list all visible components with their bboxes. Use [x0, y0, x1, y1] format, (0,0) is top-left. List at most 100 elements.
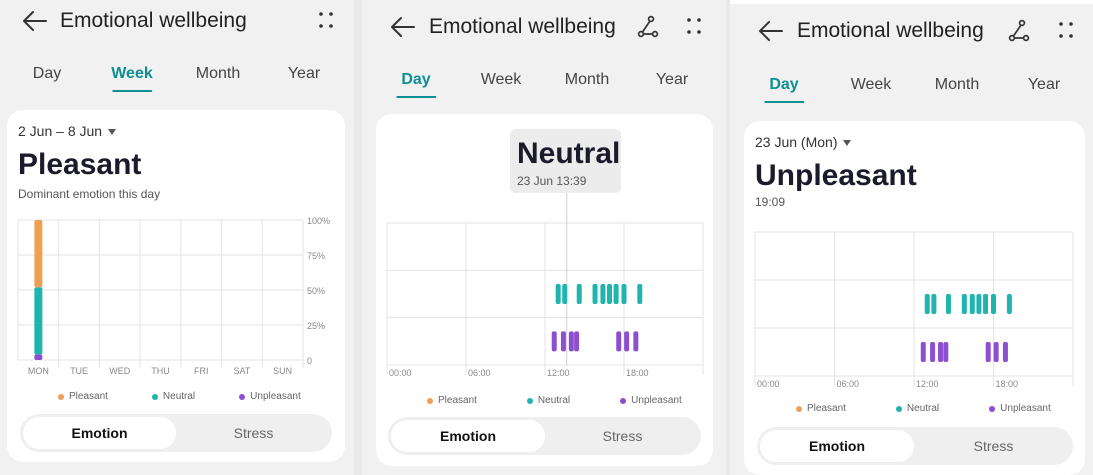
- mark-neutral[interactable]: [924, 294, 930, 314]
- x-tick-label: 18:00: [626, 368, 649, 378]
- bar-pleasant[interactable]: [34, 220, 43, 288]
- emotion-toggle-button[interactable]: Emotion: [760, 430, 914, 462]
- mark-unpleasant[interactable]: [633, 331, 639, 352]
- tab-day[interactable]: Day: [769, 76, 799, 93]
- tab-day[interactable]: Day: [401, 71, 431, 88]
- mark-unpleasant[interactable]: [560, 331, 566, 352]
- stress-toggle-button[interactable]: Stress: [602, 428, 643, 444]
- legend-label: Unpleasant: [631, 395, 682, 406]
- week-emotion-chart: 100% 75% 50% 25% 0 MON TUE WED THU FRI SAT SUN: [17, 210, 336, 380]
- legend-label: Pleasant: [807, 403, 846, 414]
- more-dots-icon[interactable]: [314, 9, 338, 33]
- mark-unpleasant[interactable]: [985, 342, 991, 362]
- legend-label: Neutral: [906, 403, 940, 414]
- chart-legend: Pleasant Neutral Unpleasant: [58, 391, 301, 402]
- legend-label: Unpleasant: [1000, 403, 1051, 414]
- chevron-down-icon: [108, 129, 117, 136]
- emotion-time: 19:09: [755, 195, 786, 209]
- legend-neutral: Neutral: [895, 403, 940, 414]
- emotion-card: 23 Jun (Mon) Unpleasant 19:09 00:00 06:00…: [744, 121, 1085, 475]
- arrow-left-icon[interactable]: [390, 16, 416, 38]
- legend-label: Neutral: [537, 395, 571, 406]
- emotion-card: 2 Jun – 8 Jun Pleasant Dominant emotion …: [7, 110, 345, 462]
- mark-neutral[interactable]: [931, 294, 937, 314]
- header: Emotional wellbeing: [730, 11, 1093, 51]
- x-tick-label: TUE: [70, 366, 88, 376]
- tab-year[interactable]: Year: [1027, 76, 1061, 93]
- tab-week[interactable]: Week: [111, 65, 153, 82]
- tab-month[interactable]: Month: [564, 71, 610, 88]
- x-tick-label: 18:00: [996, 379, 1019, 389]
- mark-unpleasant[interactable]: [993, 342, 999, 362]
- mark-neutral[interactable]: [969, 294, 975, 314]
- share-nodes-icon[interactable]: [1007, 19, 1031, 43]
- mark-neutral[interactable]: [607, 284, 613, 304]
- date-selector[interactable]: 23 Jun (Mon): [755, 134, 852, 150]
- tab-month[interactable]: Month: [195, 65, 241, 82]
- arrow-left-icon[interactable]: [22, 10, 48, 32]
- emotion-subtitle: Dominant emotion this day: [18, 187, 161, 201]
- bar-neutral[interactable]: [34, 287, 43, 355]
- y-tick-label: 75%: [307, 251, 325, 261]
- mark-neutral[interactable]: [983, 294, 989, 314]
- tab-day[interactable]: Day: [32, 65, 62, 82]
- date-label: 23 Jun (Mon): [755, 134, 838, 150]
- tab-week[interactable]: Week: [480, 71, 522, 88]
- mark-neutral[interactable]: [961, 294, 967, 314]
- date-range-label: 2 Jun – 8 Jun: [18, 123, 103, 139]
- bar-unpleasant[interactable]: [34, 354, 43, 360]
- mark-unpleasant[interactable]: [624, 331, 630, 352]
- tab-month[interactable]: Month: [934, 76, 980, 93]
- mark-neutral[interactable]: [945, 294, 951, 314]
- mark-unpleasant[interactable]: [943, 342, 949, 362]
- y-tick-label: 0: [307, 356, 312, 366]
- emotion-toggle-button[interactable]: Emotion: [23, 417, 176, 449]
- legend-pleasant: Pleasant: [796, 403, 846, 414]
- more-dots-icon[interactable]: [1054, 19, 1078, 43]
- x-tick-label: MON: [28, 366, 49, 376]
- more-dots-icon[interactable]: [682, 15, 706, 39]
- mark-unpleasant[interactable]: [616, 331, 622, 352]
- mark-neutral[interactable]: [592, 284, 598, 304]
- tab-year[interactable]: Year: [287, 65, 321, 82]
- legend-label: Neutral: [162, 391, 196, 402]
- mark-neutral[interactable]: [576, 284, 582, 304]
- mark-neutral[interactable]: [976, 294, 982, 314]
- mark-neutral[interactable]: [637, 284, 643, 304]
- stress-toggle-button[interactable]: Stress: [973, 438, 1014, 454]
- share-nodes-icon[interactable]: [636, 15, 660, 39]
- emotion-card: Neutral 23 Jun 13:39 00:00 06:00 12:00 18:0…: [376, 114, 713, 466]
- mark-unpleasant[interactable]: [1002, 342, 1008, 362]
- mark-neutral[interactable]: [562, 284, 568, 304]
- mark-neutral[interactable]: [991, 294, 996, 314]
- legend-neutral: Neutral: [151, 391, 196, 402]
- arrow-left-icon[interactable]: [758, 20, 784, 42]
- mark-neutral[interactable]: [600, 284, 606, 304]
- mark-neutral[interactable]: [613, 284, 619, 304]
- emotion-toggle-button[interactable]: Emotion: [391, 420, 545, 452]
- mark-unpleasant[interactable]: [574, 331, 580, 352]
- day-emotion-chart[interactable]: 00:00 06:00 12:00 18:00: [386, 193, 704, 384]
- chart-legend: Pleasant Neutral Unpleasant: [796, 403, 1051, 414]
- mark-neutral[interactable]: [555, 284, 561, 304]
- y-tick-label: 25%: [307, 321, 325, 331]
- day-emotion-chart[interactable]: 00:00 06:00 12:00 18:00: [754, 230, 1074, 392]
- day-chart-svg: 00:00 06:00 12:00 18:00: [754, 231, 1074, 389]
- mark-unpleasant[interactable]: [938, 342, 943, 362]
- tab-week[interactable]: Week: [850, 76, 892, 93]
- mark-unpleasant[interactable]: [568, 331, 574, 352]
- legend-pleasant: Pleasant: [427, 395, 477, 406]
- legend-unpleasant: Unpleasant: [620, 395, 682, 406]
- date-range-selector[interactable]: 2 Jun – 8 Jun: [18, 123, 117, 139]
- tab-year[interactable]: Year: [655, 71, 689, 88]
- stress-toggle-button[interactable]: Stress: [233, 425, 274, 441]
- mark-unpleasant[interactable]: [920, 342, 926, 362]
- header: Emotional wellbeing: [0, 1, 354, 41]
- mark-unpleasant[interactable]: [930, 342, 936, 362]
- mark-neutral[interactable]: [621, 284, 627, 304]
- legend-unpleasant: Unpleasant: [989, 403, 1051, 414]
- mark-unpleasant[interactable]: [551, 331, 557, 352]
- mark-neutral[interactable]: [1006, 294, 1012, 314]
- x-tick-label: SUN: [273, 366, 292, 376]
- period-tabs: Day Week Month Year: [0, 65, 354, 95]
